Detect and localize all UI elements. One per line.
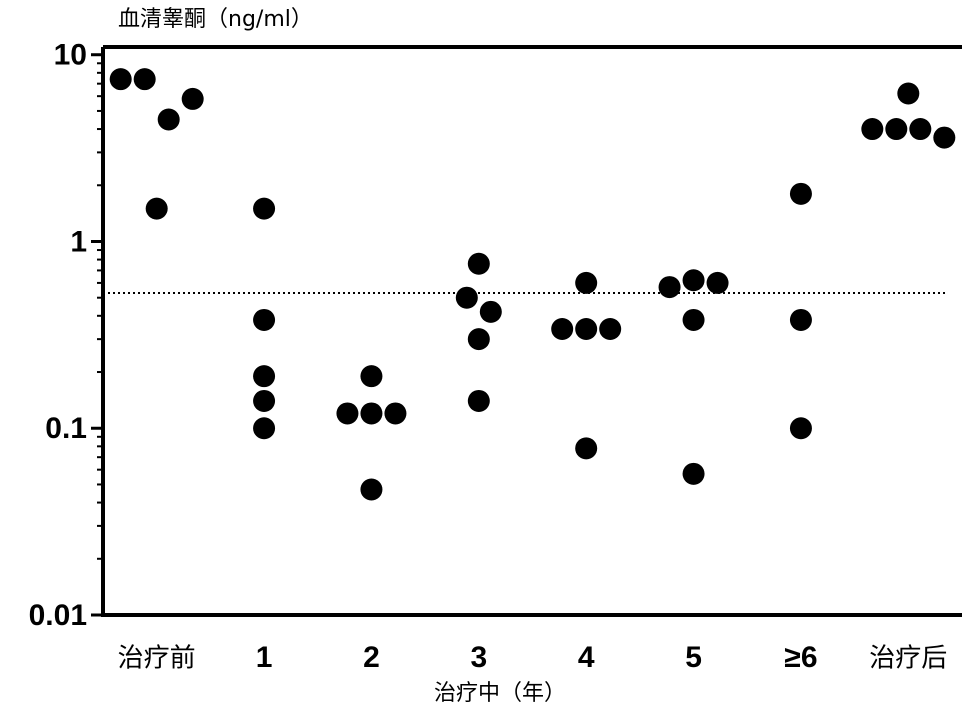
x-axis-label: 治疗中（年） [434,681,566,706]
data-point [682,308,705,331]
data-point [253,308,276,331]
data-point [551,317,574,340]
data-point [467,252,490,275]
data-point [360,478,383,501]
data-point [157,108,180,131]
data-point [861,118,884,141]
x-tick-label: 2 [363,641,380,674]
data-point [145,197,168,220]
data-point [336,402,359,425]
data-point [133,68,156,91]
data-point [909,118,932,141]
data-point [253,197,276,220]
data-point [467,328,490,351]
data-point [181,87,204,110]
data-point [575,271,598,294]
data-point [467,389,490,412]
data-point [575,437,598,460]
data-point [789,182,812,205]
data-point [682,462,705,485]
data-point [253,365,276,388]
data-point [706,271,729,294]
x-tick-label: 治疗后 [869,644,947,674]
x-tick-label: 4 [578,641,595,674]
data-point [253,417,276,440]
data-point [384,402,407,425]
data-point [360,365,383,388]
data-point [109,68,132,91]
data-point [897,82,920,105]
y-tick-label: 1 [70,225,87,258]
x-tick-label: 5 [685,641,702,674]
axis-frame [101,45,962,617]
data-point [360,402,383,425]
data-point [789,417,812,440]
data-point [885,118,908,141]
data-point [599,317,622,340]
data-point [575,317,598,340]
y-axis-label: 血清睾酮（ng/ml） [118,7,313,32]
y-tick-label: 10 [54,39,87,72]
y-tick-label: 0.1 [45,412,87,445]
data-point [455,286,478,309]
data-point [933,126,956,149]
x-tick-label: 1 [256,641,273,674]
data-point [253,389,276,412]
x-tick-label: 3 [470,641,487,674]
x-tick-label: ≥6 [784,641,817,674]
data-point [789,308,812,331]
data-point [658,276,681,299]
data-point [682,269,705,292]
data-point [479,300,502,323]
x-tick-label: 治疗前 [118,644,196,674]
y-tick-label: 0.01 [29,599,87,632]
